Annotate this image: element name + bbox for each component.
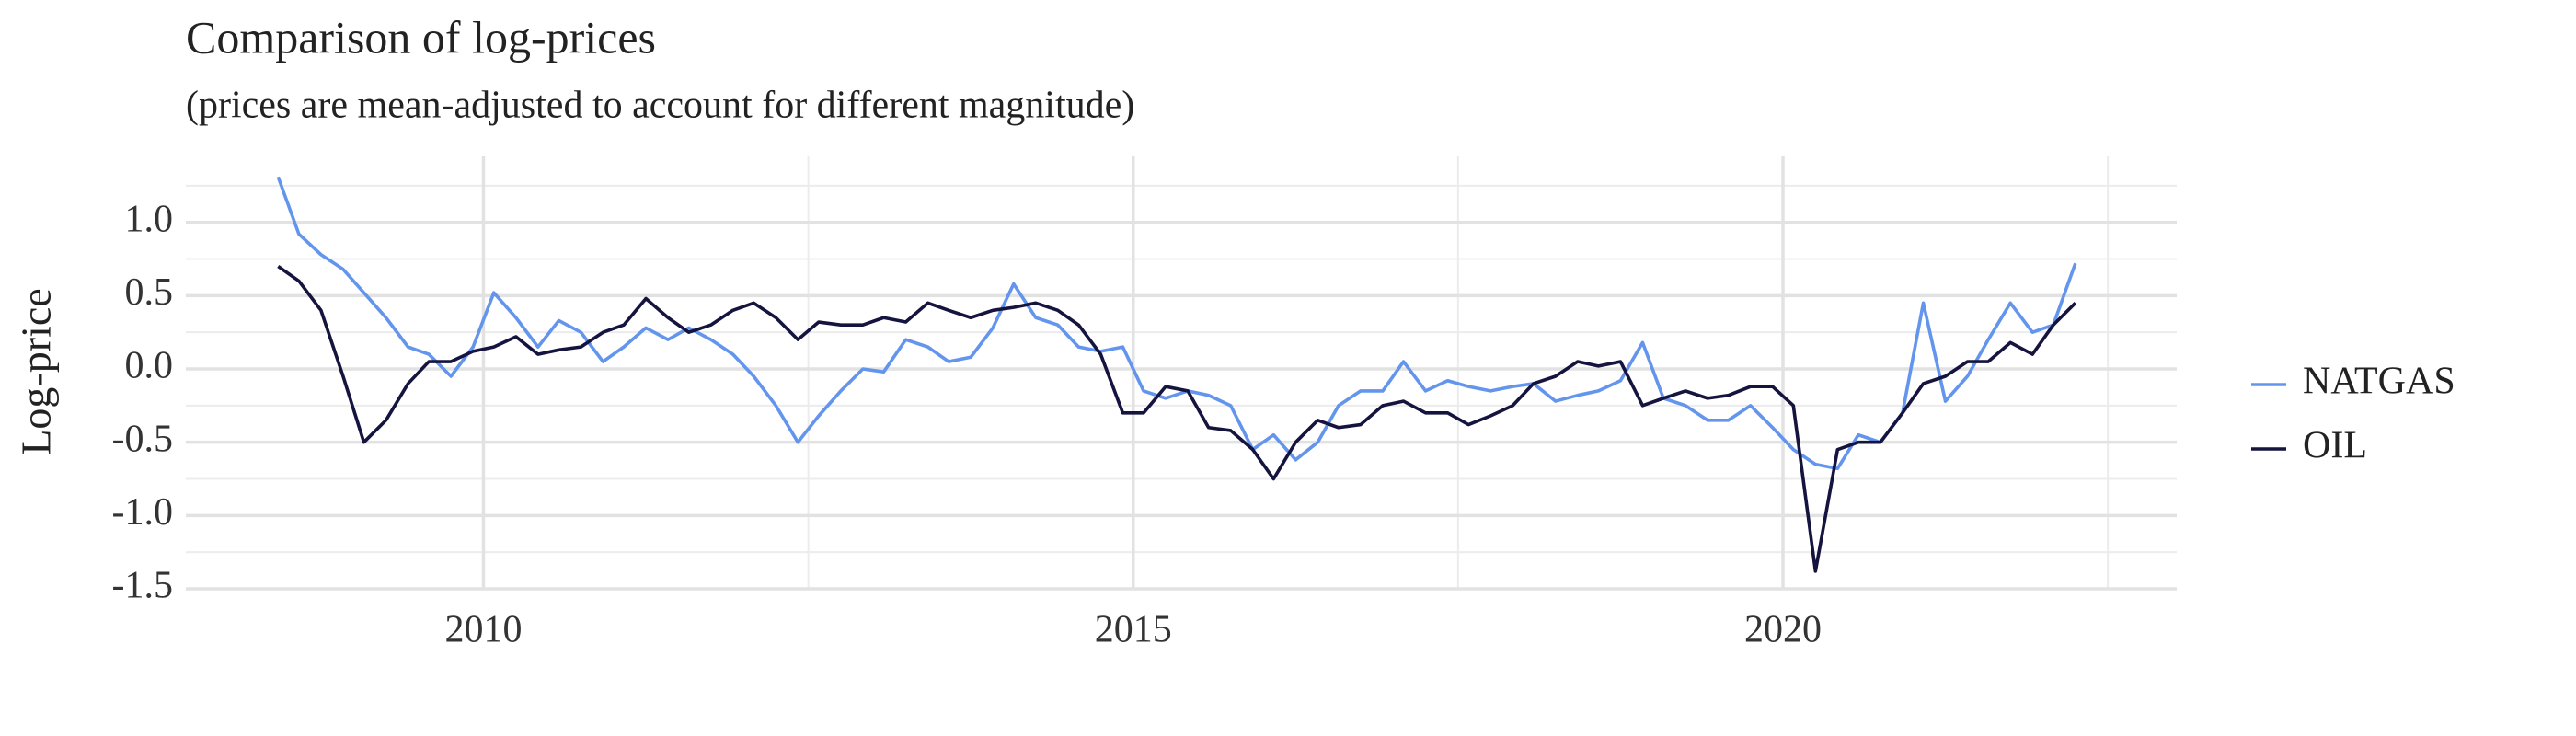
y-tick-label: 0.5 — [125, 271, 174, 314]
y-tick-label: 1.0 — [125, 198, 174, 240]
chart-title: Comparison of log-prices — [186, 11, 656, 63]
series-line — [277, 265, 2077, 573]
y-axis-title: Log-price — [13, 288, 60, 454]
legend: NATGAS OIL — [2251, 361, 2455, 467]
y-tick-label: -1.0 — [112, 491, 174, 534]
legend-label: NATGAS — [2303, 361, 2455, 403]
x-tick-label: 2010 — [444, 609, 522, 651]
y-tick-label: -0.5 — [112, 418, 174, 460]
y-tick-label: 0.0 — [125, 345, 174, 387]
x-tick-label: 2020 — [1744, 609, 1822, 651]
legend-label: OIL — [2303, 425, 2367, 467]
chart-subtitle: (prices are mean-adjusted to account for… — [186, 85, 1134, 127]
lines — [276, 176, 2077, 573]
y-tick-label: -1.5 — [112, 565, 174, 607]
x-tick-label: 2015 — [1095, 609, 1172, 651]
grid: 1.0 0.5 0.0 -0.5 -1.0 -1.5 2010 2015 2020 — [112, 156, 2177, 651]
series-line — [276, 176, 2077, 471]
